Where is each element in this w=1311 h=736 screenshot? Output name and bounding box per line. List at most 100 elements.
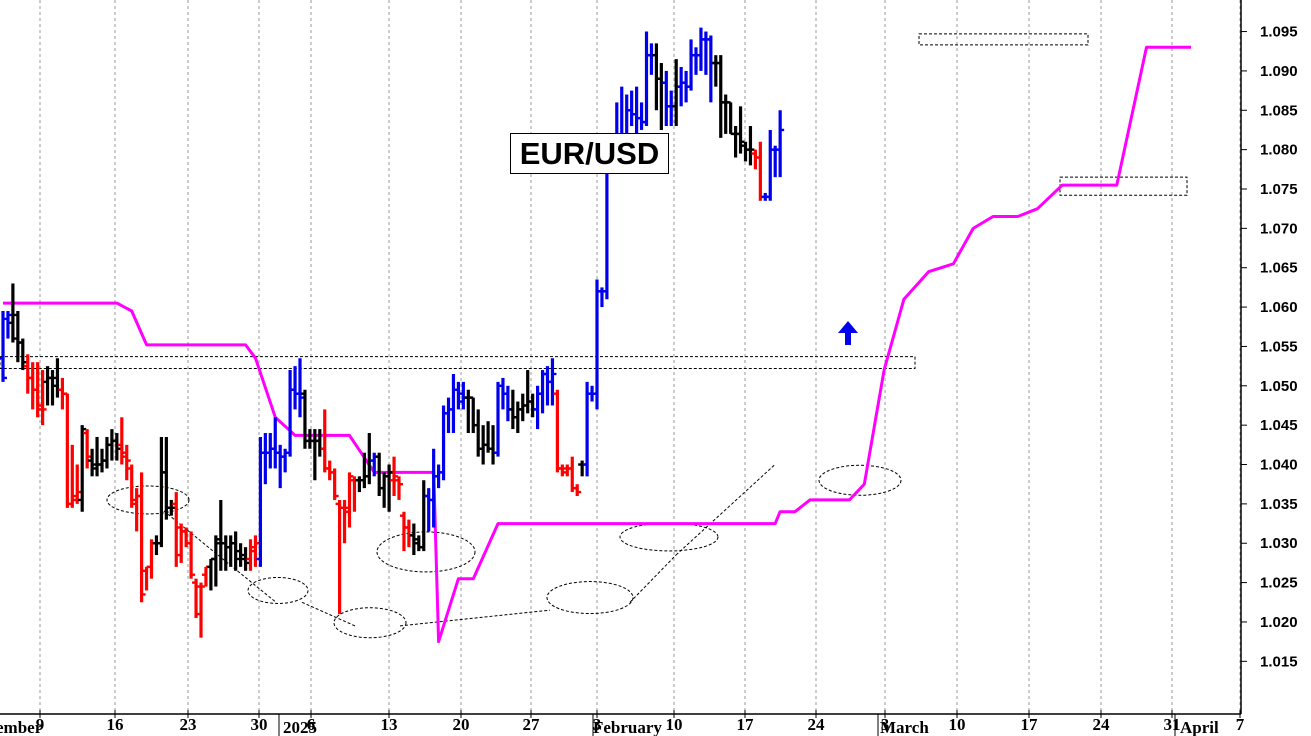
x-tick-label: 24 (808, 715, 826, 734)
x-tick-label: 7 (1236, 715, 1245, 734)
trail-stop-line (3, 45, 1191, 644)
y-tick-label: 1.085 (1260, 102, 1298, 119)
ohlc-bar (256, 436, 265, 567)
ohlc-bar (241, 547, 250, 571)
ohlc-bar (197, 582, 205, 638)
ohlc-bar (395, 476, 403, 500)
ohlc-bar (206, 557, 215, 591)
ohlc-bar (776, 110, 785, 178)
ohlc-bar (573, 484, 582, 497)
ohlc-bar (157, 436, 166, 548)
month-label: February (593, 718, 662, 736)
ohlc-bar (68, 444, 77, 508)
ohlc-bar (706, 35, 715, 103)
ohlc-bar (320, 409, 329, 473)
x-tick-label: 23 (180, 715, 197, 734)
y-tick-label: 1.050 (1260, 378, 1298, 395)
month-label: 2025 (283, 718, 317, 736)
ohlc-bar (291, 366, 300, 410)
ohlc-bar (360, 452, 369, 489)
x-tick-label: 30 (251, 715, 268, 734)
low-ellipse (546, 581, 634, 615)
y-tick-label: 1.090 (1260, 63, 1298, 80)
ohlc-bar (751, 149, 760, 170)
ohlc-bar (528, 393, 537, 418)
ohlc-bar (736, 106, 745, 154)
y-tick-label: 1.095 (1260, 24, 1298, 41)
ohlc-bar (211, 535, 220, 587)
ohlc-bar (687, 39, 696, 91)
ohlc-bar (38, 370, 47, 426)
ohlc-bar (553, 389, 562, 473)
y-tick-label: 1.055 (1260, 338, 1298, 355)
y-tick-label: 1.030 (1260, 535, 1298, 552)
ohlc-bar (672, 59, 681, 127)
y-tick-label: 1.045 (1260, 417, 1298, 434)
ohlc-bar (3, 311, 12, 339)
ohlc-bar (464, 389, 473, 434)
ohlc-bar (469, 396, 478, 434)
trend-line (301, 601, 356, 627)
ohlc-bar (583, 381, 592, 477)
ohlc-bar (137, 472, 146, 603)
x-tick-label: 13 (381, 715, 398, 734)
ohlc-bar (721, 94, 730, 134)
ohlc-bar (543, 366, 552, 406)
ohlc-bar (192, 578, 201, 619)
ohlc-bar (266, 433, 275, 469)
ohlc-bar (563, 464, 572, 477)
ohlc-bar (726, 101, 735, 136)
ohlc-bar (647, 43, 656, 75)
ohlc-bar (172, 492, 181, 567)
ohlc-bar (88, 448, 97, 477)
low-ellipse (247, 576, 309, 604)
y-tick-label: 1.015 (1260, 653, 1298, 670)
ohlc-bar (716, 55, 725, 138)
ohlc-bar (246, 539, 255, 571)
low-ellipse (619, 522, 719, 552)
ohlc-bar (8, 283, 17, 343)
ohlc-bar (102, 436, 111, 469)
ohlc-bar (439, 405, 448, 481)
ohlc-bar (330, 468, 339, 500)
ohlc-bar (508, 389, 517, 430)
ohlc-bar (142, 565, 151, 591)
y-tick-label: 1.070 (1260, 220, 1298, 237)
x-tick-label: 3 (593, 715, 602, 734)
ohlc-bar (13, 311, 22, 363)
x-tick-label: 20 (453, 715, 470, 734)
low-ellipse (818, 464, 902, 496)
low-ellipse (106, 485, 190, 515)
x-tick-label: 16 (107, 715, 124, 734)
ohlc-bar (221, 535, 230, 571)
ohlc-bar (286, 370, 295, 457)
ohlc-bar (652, 43, 661, 111)
ohlc-bar (63, 392, 72, 508)
ohlc-bar (746, 126, 755, 166)
ohlc-bar (380, 472, 389, 508)
ohlc-bar (112, 433, 121, 461)
ohlc-bar (251, 535, 260, 567)
trend-line (675, 464, 776, 556)
ohlc-bar (187, 531, 196, 579)
ohlc-bar (33, 362, 42, 418)
ohlc-bar (201, 565, 210, 587)
ohlc-bar (449, 373, 458, 434)
ohlc-bar (122, 444, 131, 481)
ohlc-bar (548, 358, 557, 406)
price-bars (0, 27, 785, 638)
ohlc-bar (419, 480, 428, 552)
trend-line (399, 609, 551, 627)
ohlc-bar (657, 63, 666, 130)
ohlc-bar (701, 31, 710, 75)
ohlc-bar (434, 464, 443, 489)
ohlc-bar (93, 436, 102, 477)
ohlc-bar (627, 90, 636, 127)
low-ellipse (333, 607, 407, 639)
x-tick-label: 9 (36, 715, 45, 734)
ohlc-bar (231, 531, 240, 571)
ohlc-bar (558, 464, 567, 477)
ohlc-bar (127, 464, 136, 508)
ohlc-bar (578, 460, 587, 477)
